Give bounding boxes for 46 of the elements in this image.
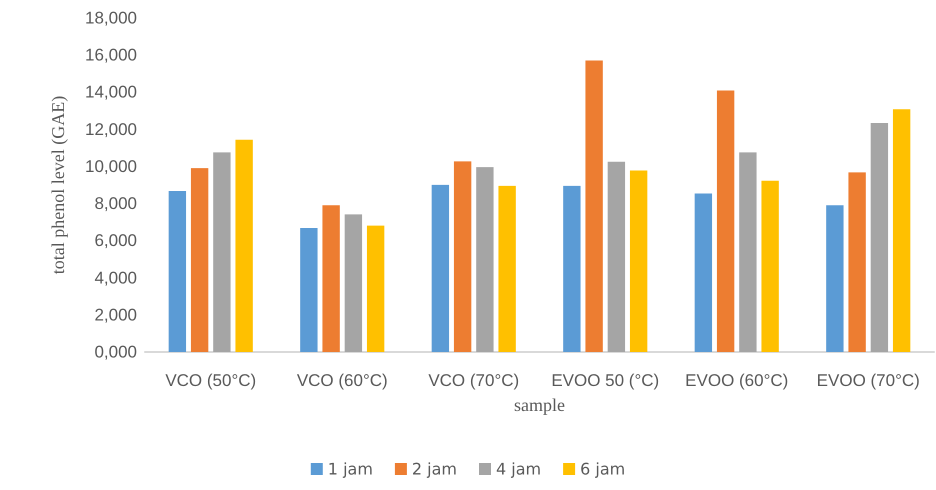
y-tick-label: 0,000 [94, 342, 137, 362]
y-axis-title: total phenol level (GAE) [48, 96, 68, 274]
bar [168, 190, 186, 352]
x-tick-label: EVOO 50 (°C) [551, 371, 660, 390]
x-tick-label: VCO (60°C) [296, 371, 388, 390]
bar [870, 123, 888, 352]
bar [630, 170, 648, 352]
bar [300, 228, 318, 352]
legend-label: 2 jam [412, 460, 458, 478]
bar [235, 140, 253, 352]
x-tick-label: VCO (50°C) [165, 371, 256, 390]
y-tick-label: 4,000 [94, 268, 137, 288]
x-axis-title: sample [514, 395, 565, 415]
bar [432, 184, 450, 352]
bar [761, 180, 779, 352]
x-tick-label: VCO (70°C) [428, 371, 520, 390]
bar [344, 214, 362, 352]
bar [476, 167, 494, 352]
y-tick-label: 12,000 [85, 120, 137, 139]
bar [454, 161, 472, 352]
bar [366, 226, 384, 352]
x-tick-label: EVOO (70°C) [816, 371, 920, 390]
bar [190, 168, 208, 352]
bar [563, 186, 581, 352]
y-tick-label: 18,000 [85, 8, 137, 28]
bar [716, 90, 734, 352]
y-tick-label: 6,000 [94, 231, 137, 250]
bar [694, 194, 712, 352]
y-tick-label: 8,000 [94, 194, 137, 214]
bar [213, 152, 231, 352]
bar [892, 109, 910, 352]
y-tick-label: 10,000 [85, 156, 137, 176]
y-tick-label: 2,000 [94, 305, 137, 324]
legend-label: 1 jam [328, 460, 373, 478]
x-tick-label: EVOO (60°C) [685, 371, 788, 390]
bar [608, 162, 626, 352]
bar [498, 186, 516, 352]
bar [322, 205, 340, 352]
y-tick-label: 14,000 [85, 82, 137, 102]
bar [848, 172, 866, 352]
bar [739, 152, 757, 352]
bar [826, 205, 844, 352]
y-tick-label: 16,000 [85, 46, 137, 65]
legend-label: 4 jam [496, 460, 542, 478]
legend-label: 6 jam [580, 460, 626, 478]
bar [585, 60, 603, 352]
